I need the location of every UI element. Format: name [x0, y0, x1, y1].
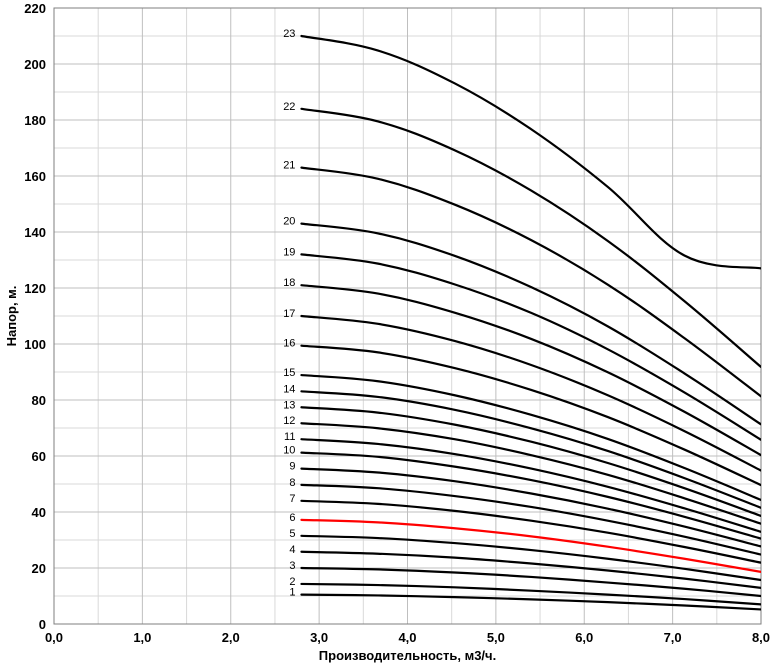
series-label: 1	[289, 587, 295, 599]
x-tick-label: 2,0	[222, 630, 240, 645]
series-label: 6	[289, 512, 295, 524]
y-tick-label: 20	[32, 561, 46, 576]
series-label: 5	[289, 528, 295, 540]
series-label: 4	[289, 544, 295, 556]
chart-svg: 0,0 1,0 2,0 3,0 4,0 5,0 6,0 7,0 8,0 0 20 40 60 80 100 1…	[0, 0, 777, 664]
series-label: 23	[283, 28, 295, 40]
y-tick-label: 200	[24, 57, 46, 72]
y-tick-label: 120	[24, 281, 46, 296]
series-label: 16	[283, 338, 295, 350]
y-tick-label: 40	[32, 505, 46, 520]
y-tick-label: 180	[24, 113, 46, 128]
series-label: 3	[289, 560, 295, 572]
pump-curve-chart: 0,0 1,0 2,0 3,0 4,0 5,0 6,0 7,0 8,0 0 20 40 60 80 100 1…	[0, 0, 777, 664]
series-label: 15	[283, 367, 295, 379]
y-tick-label: 160	[24, 169, 46, 184]
x-tick-label: 5,0	[487, 630, 505, 645]
series-label: 21	[283, 160, 295, 172]
y-tick-label: 80	[32, 393, 46, 408]
series-label: 19	[283, 246, 295, 258]
y-tick-label: 220	[24, 1, 46, 16]
series-label: 11	[284, 431, 295, 443]
series-label: 17	[283, 308, 295, 320]
x-tick-label: 1,0	[133, 630, 151, 645]
chart-bg	[0, 0, 777, 664]
x-tick-label: 8,0	[752, 630, 770, 645]
series-label: 2	[289, 576, 295, 588]
y-tick-label: 0	[39, 617, 46, 632]
series-label: 12	[283, 415, 295, 427]
x-axis-label: Производительность, м3/ч.	[319, 648, 496, 663]
series-label: 20	[283, 216, 295, 228]
series-label: 14	[283, 383, 295, 395]
series-label: 7	[289, 493, 295, 505]
y-axis-label: Напор, м.	[4, 286, 19, 347]
series-label: 8	[289, 477, 295, 489]
series-label: 9	[289, 461, 295, 473]
series-label: 18	[283, 277, 295, 289]
y-tick-label: 140	[24, 225, 46, 240]
x-tick-label: 0,0	[45, 630, 63, 645]
y-tick-label: 100	[24, 337, 46, 352]
series-label: 22	[283, 101, 295, 113]
x-tick-label: 3,0	[310, 630, 328, 645]
series-label: 10	[283, 445, 295, 457]
series-label: 13	[283, 399, 295, 411]
x-tick-label: 4,0	[398, 630, 416, 645]
x-tick-label: 6,0	[575, 630, 593, 645]
x-tick-label: 7,0	[664, 630, 682, 645]
y-tick-label: 60	[32, 449, 46, 464]
